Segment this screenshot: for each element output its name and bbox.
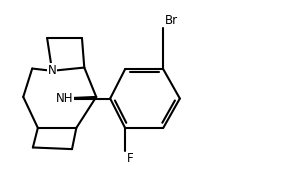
- Text: NH: NH: [56, 92, 74, 105]
- Text: Br: Br: [165, 14, 178, 27]
- Text: N: N: [48, 64, 57, 77]
- Text: F: F: [127, 152, 133, 165]
